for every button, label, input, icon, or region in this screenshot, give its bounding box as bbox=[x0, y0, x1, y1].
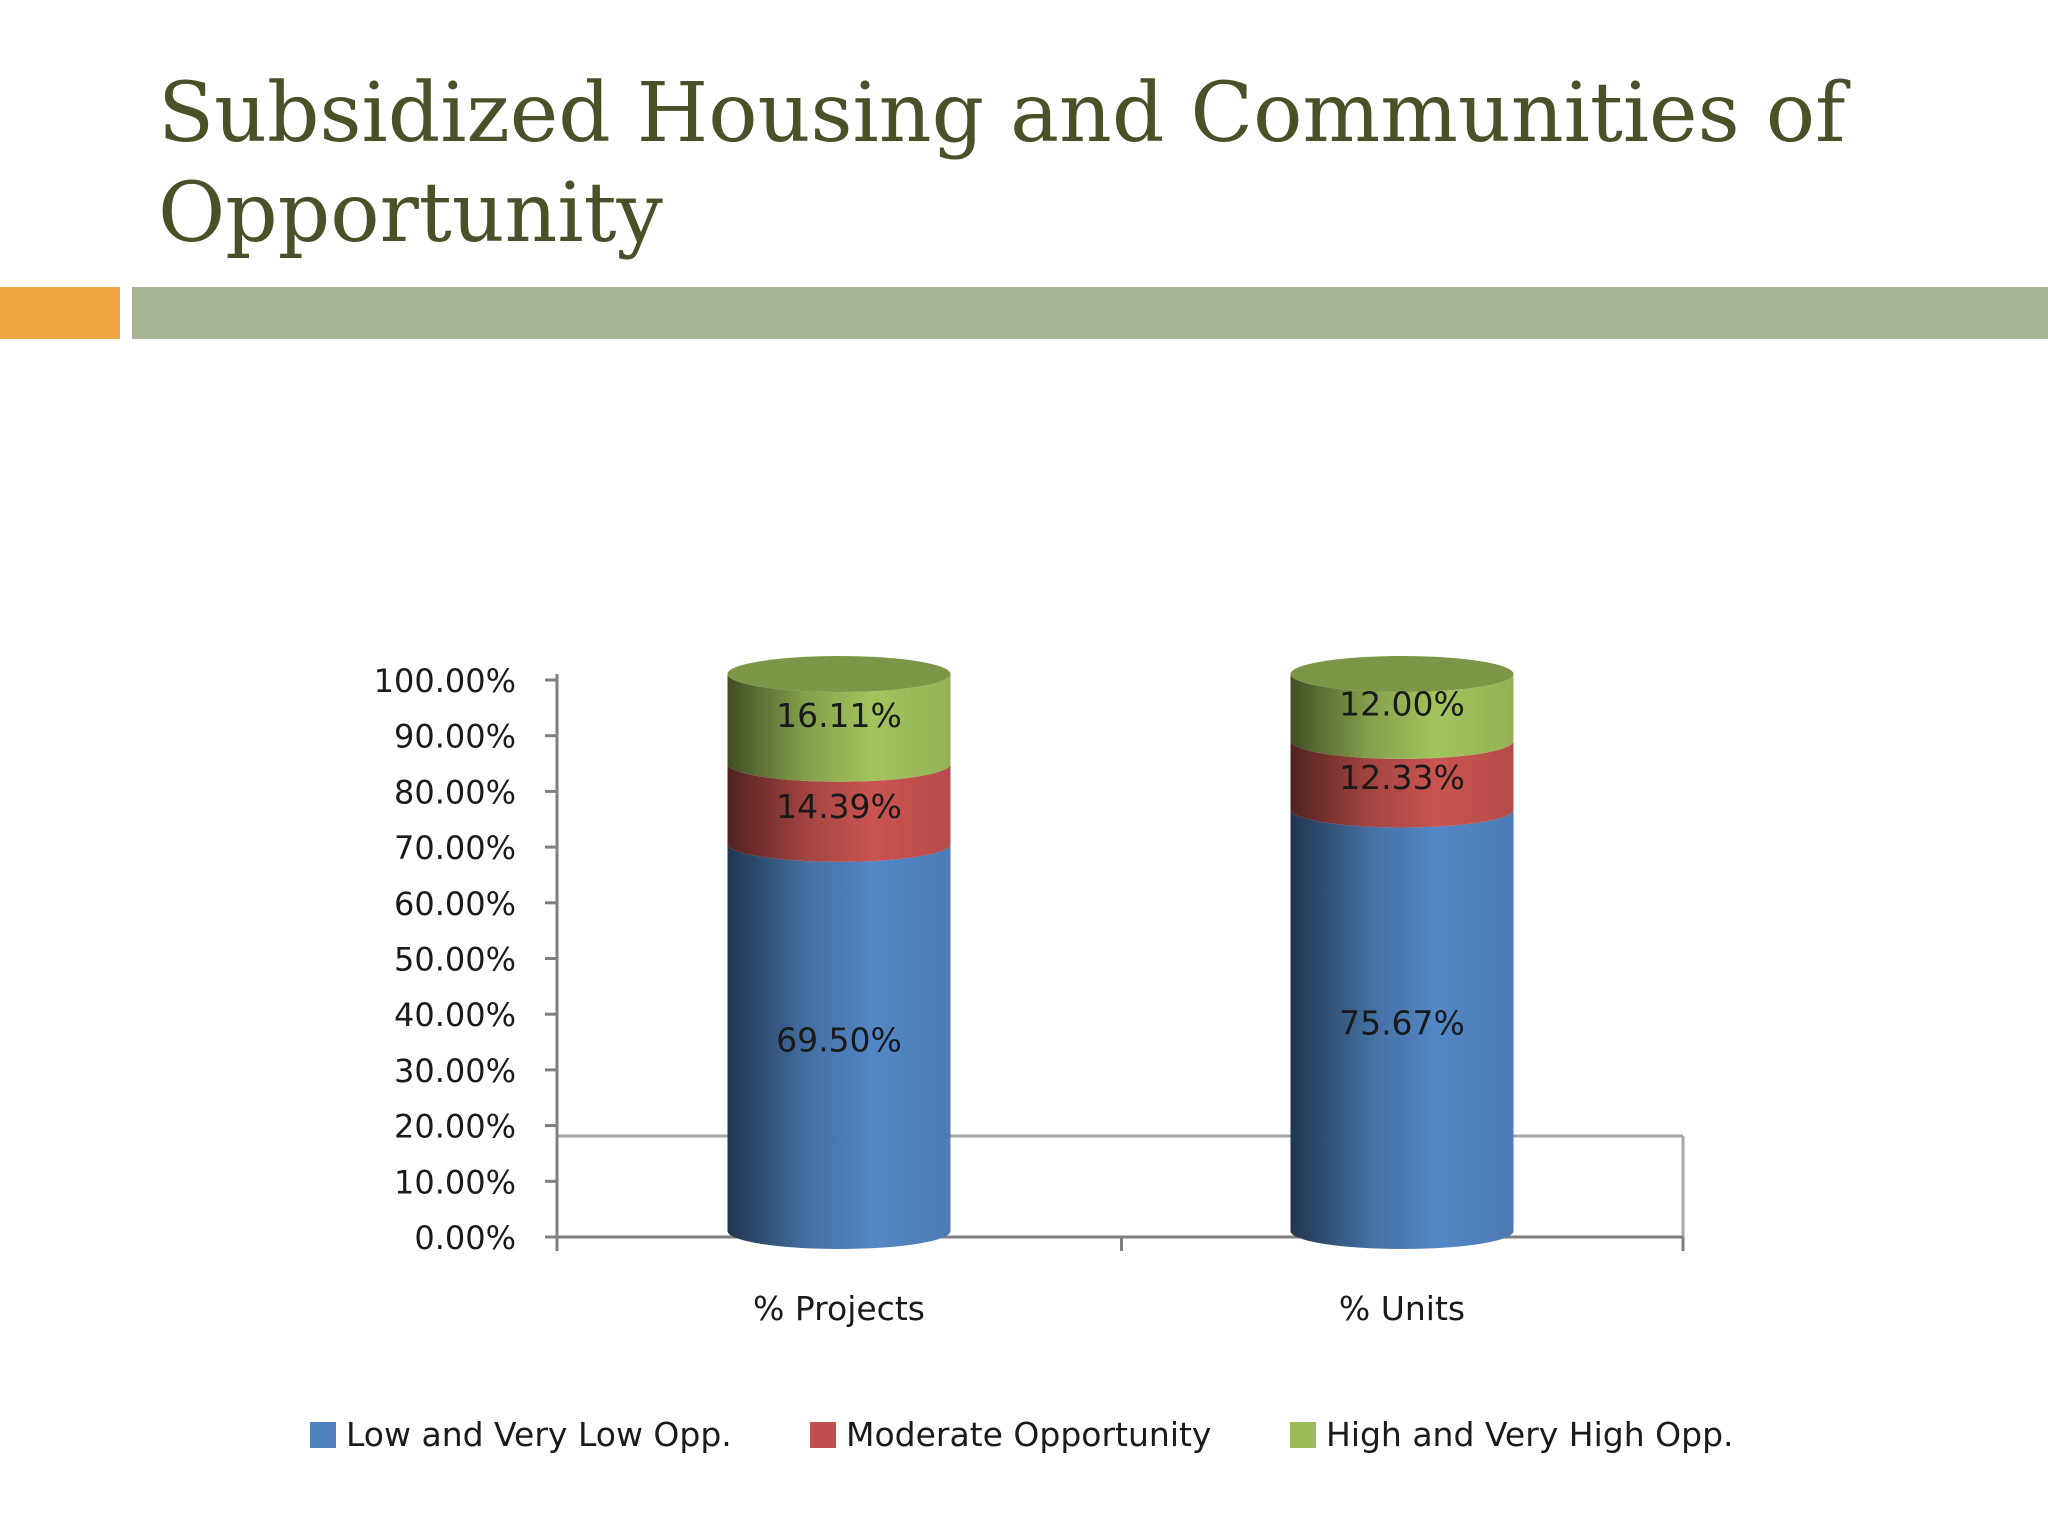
title-line-1: Subsidized Housing and Communities of bbox=[158, 66, 1846, 161]
category-label: % Projects bbox=[753, 1289, 925, 1328]
y-tick-label: 30.00% bbox=[394, 1052, 516, 1090]
cylinder-top-cap bbox=[1290, 656, 1514, 692]
title-line-2: Opportunity bbox=[158, 166, 663, 261]
y-tick-label: 0.00% bbox=[414, 1219, 516, 1257]
legend-label: Low and Very Low Opp. bbox=[346, 1415, 732, 1454]
data-label: 12.33% bbox=[1339, 758, 1465, 797]
cylinder-segment bbox=[1290, 740, 1514, 828]
slide-title: Subsidized Housing and Communities of Op… bbox=[158, 64, 1958, 264]
legend-swatch bbox=[310, 1422, 336, 1448]
category-label: % Units bbox=[1339, 1289, 1465, 1328]
y-tick-label: 50.00% bbox=[394, 941, 516, 979]
accent-bar-green bbox=[132, 287, 2048, 339]
cylinder-segment bbox=[1290, 674, 1514, 759]
data-label: 14.39% bbox=[776, 787, 902, 826]
bars-layer bbox=[727, 656, 1514, 1250]
y-tick-label: 80.00% bbox=[394, 773, 516, 811]
accent-block-orange bbox=[0, 287, 120, 339]
legend-label: Moderate Opportunity bbox=[846, 1415, 1211, 1454]
data-label: 16.11% bbox=[776, 696, 902, 735]
data-label: 12.00% bbox=[1339, 684, 1465, 723]
cylinder-top-cap bbox=[727, 656, 951, 692]
y-tick-label: 100.00% bbox=[374, 662, 516, 700]
data-label: 75.67% bbox=[1339, 1003, 1465, 1042]
y-tick-label: 60.00% bbox=[394, 885, 516, 923]
y-tick-label: 70.00% bbox=[394, 829, 516, 867]
legend-swatch bbox=[810, 1422, 836, 1448]
cylinder-segment bbox=[727, 763, 951, 862]
cylinder-segment bbox=[727, 674, 951, 782]
y-tick-label: 40.00% bbox=[394, 996, 516, 1034]
legend-label: High and Very High Opp. bbox=[1326, 1415, 1734, 1454]
y-tick-label: 20.00% bbox=[394, 1108, 516, 1146]
cylinder-segment bbox=[1290, 809, 1514, 1250]
y-tick-label: 90.00% bbox=[394, 718, 516, 756]
labels-layer: % Projects % Units 69.50% 14.39% 16.11% 75.67… bbox=[753, 684, 1465, 1328]
cylinder-segment bbox=[727, 843, 951, 1250]
legend-swatch bbox=[1290, 1422, 1316, 1448]
legend-layer: Low and Very Low Opp. Moderate Opportunit… bbox=[310, 1415, 1734, 1454]
y-tick-label: 10.00% bbox=[394, 1163, 516, 1201]
data-label: 69.50% bbox=[776, 1020, 902, 1059]
